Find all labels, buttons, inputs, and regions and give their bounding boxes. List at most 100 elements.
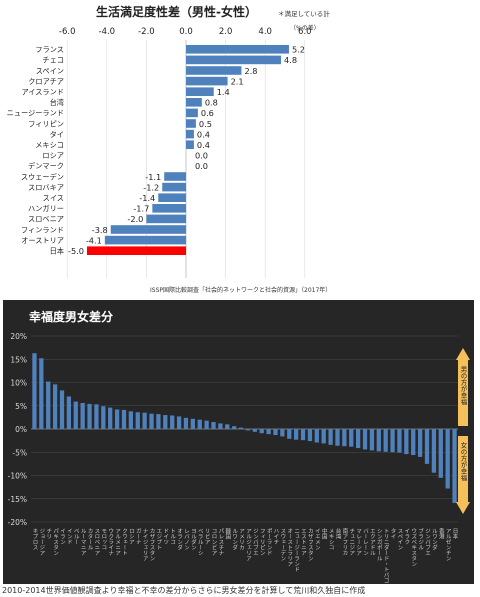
bar	[383, 429, 388, 452]
bar	[186, 45, 289, 54]
bar	[314, 429, 319, 443]
x-tick-label: 0.0	[179, 27, 193, 37]
bar	[73, 401, 78, 429]
category-label: シンガポール	[376, 528, 383, 561]
bar	[307, 429, 313, 442]
bar	[66, 396, 72, 429]
bar	[390, 429, 395, 453]
category-label: スロベニア	[28, 215, 64, 224]
bar	[162, 182, 186, 192]
category-label: ペルー	[73, 528, 80, 545]
category-label: メキシコ	[35, 141, 64, 150]
y-tick-label: 15%	[10, 355, 27, 364]
bar	[259, 429, 264, 434]
value-label: -1.2	[143, 182, 159, 192]
value-label: 0.4	[197, 129, 210, 139]
category-label: レバノン	[183, 528, 190, 550]
category-label: アルジェリア	[245, 528, 252, 562]
category-label: アルゼンチン	[445, 528, 452, 562]
category-label: フィンランド	[21, 225, 64, 234]
bar	[80, 402, 85, 429]
category-label: フランス	[35, 45, 64, 54]
category-label: モロッコ	[100, 528, 107, 551]
bar	[321, 429, 326, 444]
bar	[356, 429, 361, 449]
category-label: ナイジェリア	[142, 528, 149, 562]
footer-note: 2010-2014世界価値観調査より幸福と不幸の差分からさらに男女差分を計算して…	[2, 586, 366, 595]
category-label: イラク	[403, 528, 410, 545]
annotation-down: 女の方が幸福	[459, 441, 467, 483]
bar	[204, 420, 209, 429]
bar	[300, 429, 306, 441]
bar	[238, 427, 244, 429]
value-label: 0.0	[195, 161, 208, 171]
x-tick-label: 6.0	[298, 27, 312, 37]
category-label: 南アフリカ	[341, 527, 348, 556]
category-label: スペイン	[36, 66, 64, 75]
category-label: カザフスタン	[149, 528, 156, 562]
category-label: クロアチア	[28, 77, 64, 86]
bar	[397, 429, 402, 453]
category-label: ポーランド	[266, 528, 273, 556]
bar	[362, 429, 368, 450]
value-label: 2.1	[231, 76, 244, 86]
bar	[186, 55, 282, 65]
category-label: エクアドル	[369, 528, 376, 556]
category-label: バーレーン	[362, 528, 369, 556]
category-label: ハンガリー	[28, 204, 64, 213]
category-label: イラン	[59, 528, 66, 545]
bar	[163, 415, 168, 429]
category-label: ハイチ	[272, 528, 279, 545]
category-label: ガーナ	[135, 528, 142, 545]
category-label: ニュージーランド	[7, 109, 64, 118]
bar	[424, 429, 430, 464]
value-label: -1.1	[145, 172, 161, 182]
category-label: オーストリア	[21, 236, 64, 245]
bar	[87, 403, 92, 429]
value-label: 4.8	[284, 55, 297, 65]
value-label: -3.8	[92, 225, 108, 235]
bar	[218, 423, 223, 429]
x-tick-label: 2.0	[219, 27, 233, 37]
bar	[186, 108, 198, 118]
category-label: ルーマニア	[80, 528, 87, 556]
category-label: 日本	[452, 528, 459, 541]
bar	[232, 426, 237, 429]
x-tick-label: 4.0	[258, 27, 272, 37]
category-label: 日本	[50, 247, 64, 256]
category-label: エジプト	[155, 528, 162, 551]
category-label: ウズベキスタン	[410, 528, 417, 567]
value-label: 0.4	[197, 140, 210, 150]
value-label: 5.2	[292, 45, 305, 55]
bar	[149, 413, 154, 429]
category-label: キプロス	[31, 528, 38, 550]
bar	[280, 429, 285, 437]
bar	[431, 429, 437, 473]
category-label: 香港	[438, 527, 445, 541]
category-label: ニュージーランド	[293, 528, 300, 572]
bar	[186, 87, 214, 96]
category-label: カタール	[87, 528, 94, 551]
category-label: メキシコ	[328, 528, 335, 550]
bar	[225, 424, 230, 429]
category-label: フィリピン	[28, 119, 64, 128]
category-label: ルワンダ	[231, 528, 238, 551]
bar	[186, 76, 228, 86]
category-label: オーストラリア	[286, 528, 293, 567]
bar	[342, 429, 347, 447]
value-label: -5.0	[68, 246, 84, 256]
category-label: カザフスタン	[307, 528, 314, 562]
bar	[411, 429, 416, 456]
category-label: ウクライナ	[107, 528, 114, 556]
bar	[186, 140, 194, 149]
value-label: 0.0	[195, 151, 208, 161]
bar	[266, 429, 271, 435]
title-note: ＊満足している計	[278, 9, 330, 18]
bar	[59, 390, 65, 429]
bar	[170, 415, 175, 429]
bar	[108, 407, 113, 429]
bar	[152, 204, 186, 213]
bar	[183, 417, 189, 429]
category-label: ドイツ	[162, 528, 169, 545]
bar	[110, 225, 186, 234]
